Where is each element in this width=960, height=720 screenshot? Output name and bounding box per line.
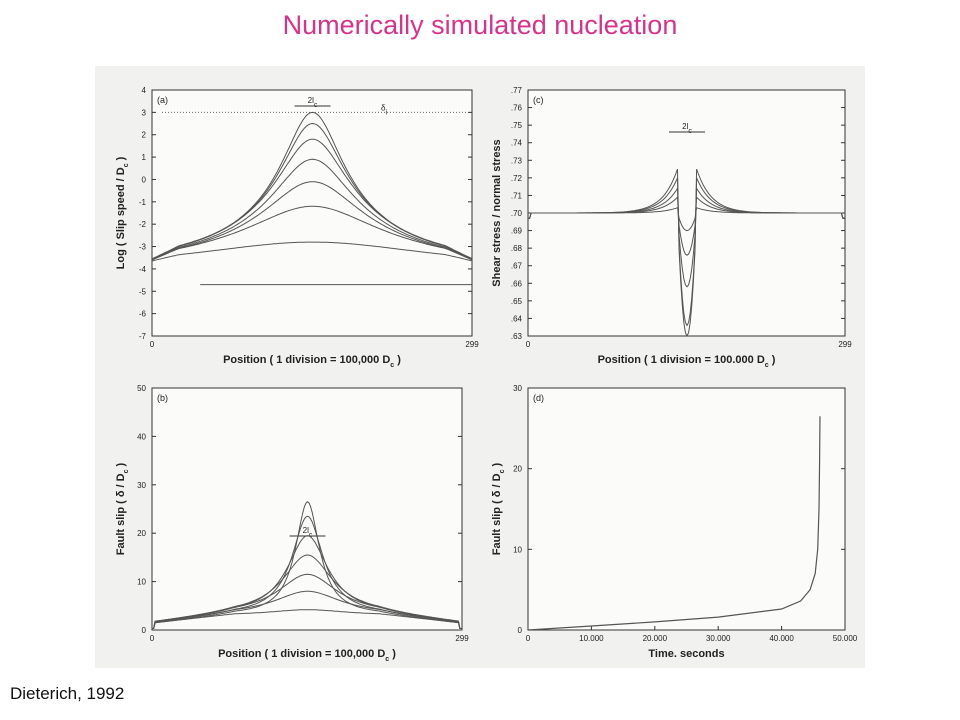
panel-a-series-5 [152,181,472,261]
panel-c-annotation: 2lc [682,122,692,135]
panel-a-frame [151,89,473,337]
credit-text: Dieterich, 1992 [10,684,125,703]
panel-c-ytick-label: .71 [511,191,523,200]
panel-c-ylabel: Shear stress / normal stress [491,139,503,286]
panel-b-series-6 [152,590,462,629]
panel-b-xtick-label: 299 [455,634,469,643]
panel-b-ylabel: Fault slip ( δ / Dc ) [115,462,130,555]
panel-a-ytick-label: 4 [142,86,147,95]
panel-a-annotation: 2lc [308,96,318,109]
panel-a-ytick-label: -2 [139,220,147,229]
panel-d-xtick-label: 30.000 [706,634,731,643]
panel-b-ytick-label: 50 [137,384,146,393]
panel-c-ytick-label: .73 [511,156,523,165]
panel-b-ytick-label: 40 [137,432,146,441]
panel-a-ytick-label: -4 [139,265,147,274]
panel-c-ytick-label: .65 [511,297,523,306]
figure-scan: 4 3 2 1 0 -1 -2 -3 -4 -5 -6 -7 0 299 (a) Position ( 1 d… [95,66,865,668]
panel-d-ytick-label: 0 [518,626,523,635]
panel-d-frame [527,387,846,631]
panel-d-xtick-label: 0 [526,634,531,643]
panel-d-xtick-label: 50.000 [833,634,858,643]
panel-a-xtick-label: 0 [150,340,155,349]
panel-a-ytick-label: 1 [142,153,147,162]
panel-a-ytick-label: -3 [139,243,147,252]
panel-c-xtick-label: 0 [526,340,531,349]
panel-d-label: (d) [533,393,544,403]
slide-title: Numerically simulated nucleation [282,10,678,40]
panel-d-xtick-label: 20.000 [643,634,668,643]
panel-b-ytick-label: 20 [137,529,146,538]
panel-c-ytick-label: .68 [511,244,523,253]
panel-c-label: (c) [533,95,544,105]
panel-c-ytick-label: .67 [511,262,523,271]
panel-a-series-4 [152,158,472,261]
panel-c-ytick-label: .69 [511,227,523,236]
panel-d-xtick-label: 40.000 [769,634,794,643]
panel-c-ytick-label: .74 [511,139,523,148]
panel-b-frame [151,387,463,631]
panel-b-xtick-label: 0 [150,634,155,643]
panel-b-ytick-label: 0 [142,626,147,635]
panel-c-ytick-label: .75 [511,121,523,130]
panel-a-reference-label: δi [381,103,387,116]
panel-b-ytick-label: 30 [137,481,146,490]
panel-d-series-line [528,416,821,630]
panel-d-ytick-label: 20 [513,465,522,474]
panel-c-ytick-label: .64 [511,314,523,323]
panel-a-ytick-label: 2 [142,131,147,140]
panel-a-ytick-label: -5 [139,287,147,296]
panel-c-ytick-label: .77 [511,86,523,95]
panel-b-series-1 [152,501,462,629]
panel-b-label: (b) [157,393,168,403]
panel-a-ytick-label: 0 [142,175,147,184]
panel-a-series-7 [152,241,472,262]
panel-c-ytick-label: .66 [511,279,523,288]
panel-a-series-3 [152,138,472,260]
panel-b-annotation: 2lc [303,526,313,539]
panel-d-ytick-label: 10 [513,545,522,554]
panel-c-xtick-label: 299 [838,340,852,349]
panel-c-xlabel: Position ( 1 division = 100.000 Dc ) [598,354,776,369]
panel-d-xtick-label: 10.000 [579,634,604,643]
panel-a-xlabel: Position ( 1 division = 100,000 Dc ) [223,354,401,369]
panel-a-ytick-label: 3 [142,108,147,117]
panel-c-series-5 [528,207,845,232]
panel-d-ylabel: Fault slip ( δ / Dc ) [491,462,506,555]
panel-c-ytick-label: .72 [511,174,523,183]
panel-a-ylabel: Log ( Slip speed / Dc ) [115,156,130,269]
panel-c-ytick-label: .63 [511,332,523,341]
panel-d-xlabel: Time. seconds [648,648,724,660]
panel-b-series-7 [152,609,462,629]
panel-d-ytick-label: 30 [513,384,522,393]
panel-a-xtick-label: 299 [465,340,479,349]
panel-a-ytick-label: -7 [139,332,147,341]
panel-a-ytick-label: -6 [139,310,147,319]
panel-a-ytick-label: -1 [139,198,147,207]
panel-a-series-6 [152,205,472,260]
panel-b-xlabel: Position ( 1 division = 100,000 Dc ) [218,648,396,663]
panel-a-label: (a) [157,95,168,105]
panel-c-ytick-label: .76 [511,104,523,113]
panel-b-series-5 [152,573,462,629]
panel-b-ytick-label: 10 [137,578,146,587]
panel-c-ytick-label: .70 [511,209,523,218]
